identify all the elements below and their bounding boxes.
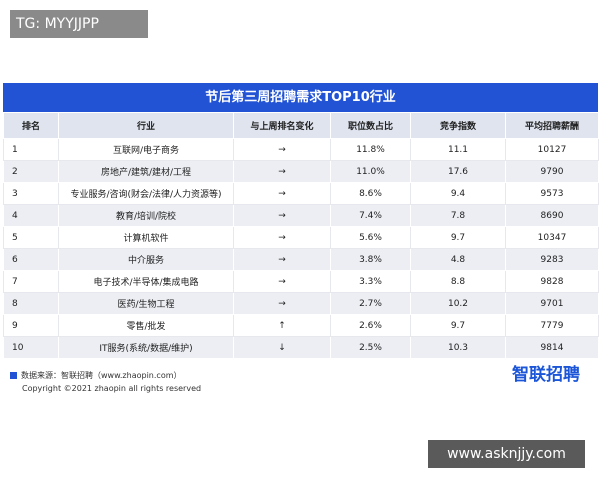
table-cell: 教育/培训/院校 [58,204,234,227]
copyright: Copyright ©2021 zhaopin all rights reser… [22,384,202,393]
table-cell: IT服务(系统/数据/维护) [58,336,234,359]
table-cell: 11.8% [330,138,411,161]
table-cell: 11.0% [330,160,411,183]
table-cell: 4 [3,204,59,227]
table-row: 1 互联网/电子商务 → 11.8% 11.1 10127 [3,138,599,161]
table-cell: 零售/批发 [58,314,234,337]
table-cell: 5.6% [330,226,411,249]
table-cell: → [233,292,331,315]
table-cell: 10.2 [410,292,506,315]
table-row: 2 房地产/建筑/建材/工程 → 11.0% 17.6 9790 [3,160,599,183]
table-row: 5 计算机软件 → 5.6% 9.7 10347 [3,226,599,249]
table-cell: 9.4 [410,182,506,205]
table-row: 8 医药/生物工程 → 2.7% 10.2 9701 [3,292,599,315]
table-cell: 10 [3,336,59,359]
table-cell: 9790 [505,160,599,183]
table-cell: → [233,248,331,271]
header-cell: 竞争指数 [410,112,506,139]
table-cell: 电子技术/半导体/集成电路 [58,270,234,293]
table-cell: 医药/生物工程 [58,292,234,315]
watermark: www.asknjjy.com [428,440,585,468]
table-cell: 2.6% [330,314,411,337]
table-cell: 9828 [505,270,599,293]
table-cell: 10.3 [410,336,506,359]
watermark: TG: MYYJJPP [10,10,148,38]
table-cell: 9573 [505,182,599,205]
source: 数据来源：智联招聘（www.zhaopin.com） [10,370,182,381]
table-cell: 7.4% [330,204,411,227]
table-cell: 10127 [505,138,599,161]
table-cell: 专业服务/咨询(财会/法律/人力资源等) [58,182,234,205]
table-cell: 7.8 [410,204,506,227]
table-row: 3 专业服务/咨询(财会/法律/人力资源等) → 8.6% 9.4 9573 [3,182,599,205]
table-cell: 2 [3,160,59,183]
table-row: 10 IT服务(系统/数据/维护) ↓ 2.5% 10.3 9814 [3,336,599,359]
table-cell: 11.1 [410,138,506,161]
table-cell: 3.8% [330,248,411,271]
table-cell: 9701 [505,292,599,315]
table-cell: 4.8 [410,248,506,271]
table-cell: → [233,138,331,161]
table-row: 4 教育/培训/院校 → 7.4% 7.8 8690 [3,204,599,227]
table-cell: 8.8 [410,270,506,293]
table-cell: 10347 [505,226,599,249]
table-cell: → [233,226,331,249]
table-cell: 计算机软件 [58,226,234,249]
table-cell: 9.7 [410,314,506,337]
table-cell: 8 [3,292,59,315]
table-cell: → [233,270,331,293]
table-cell: 1 [3,138,59,161]
table-cell: 8690 [505,204,599,227]
header-cell: 行业 [58,112,234,139]
header-cell: 与上周排名变化 [233,112,331,139]
header-cell: 职位数占比 [330,112,411,139]
table-cell: 7779 [505,314,599,337]
table-cell: ↓ [233,336,331,359]
header-row: 排名 行业 与上周排名变化 职位数占比 竞争指数 平均招聘薪酬 [3,112,599,139]
table-cell: 9283 [505,248,599,271]
table-cell: 17.6 [410,160,506,183]
table-title: 节后第三周招聘需求TOP10行业 [3,83,598,112]
table-cell: 互联网/电子商务 [58,138,234,161]
table-row: 9 零售/批发 ↑ 2.6% 9.7 7779 [3,314,599,337]
table-cell: → [233,182,331,205]
table-cell: 9 [3,314,59,337]
table-cell: 5 [3,226,59,249]
table: 排名 行业 与上周排名变化 职位数占比 竞争指数 平均招聘薪酬 1 互联网/电子商务 → 11.8… [3,112,599,359]
table-cell: 房地产/建筑/建材/工程 [58,160,234,183]
table-row: 6 中介服务 → 3.8% 4.8 9283 [3,248,599,271]
table-cell: 3 [3,182,59,205]
logo: 智联招聘 [512,365,580,385]
header-cell: 排名 [3,112,59,139]
table-cell: 8.6% [330,182,411,205]
table-cell: → [233,160,331,183]
table-cell: ↑ [233,314,331,337]
table-cell: 2.7% [330,292,411,315]
table-cell: 9.7 [410,226,506,249]
header-cell: 平均招聘薪酬 [505,112,599,139]
table-cell: 2.5% [330,336,411,359]
table-cell: 6 [3,248,59,271]
table-cell: 中介服务 [58,248,234,271]
table-cell: 9814 [505,336,599,359]
table-cell: 7 [3,270,59,293]
table-cell: 3.3% [330,270,411,293]
table-cell: → [233,204,331,227]
table-row: 7 电子技术/半导体/集成电路 → 3.3% 8.8 9828 [3,270,599,293]
